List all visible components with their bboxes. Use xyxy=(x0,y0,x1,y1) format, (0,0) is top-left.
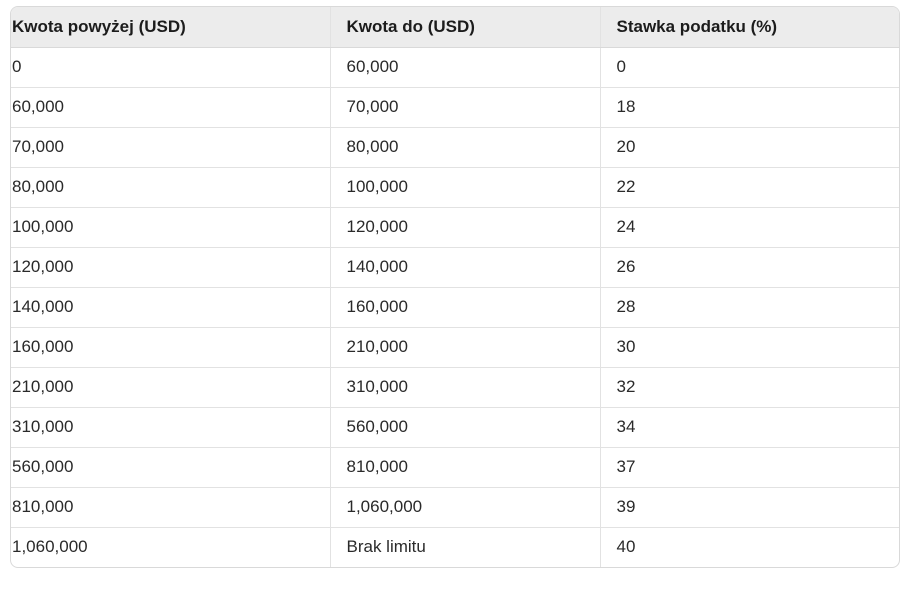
cell-amount-from: 140,000 xyxy=(11,286,330,327)
header-row: Kwota powyżej (USD) Kwota do (USD) Stawk… xyxy=(11,7,899,48)
cell-amount-from: 310,000 xyxy=(11,406,330,447)
cell-amount-from: 210,000 xyxy=(11,366,330,407)
cell-amount-to: 160,000 xyxy=(329,286,600,327)
cell-tax-rate: 37 xyxy=(599,446,899,487)
table-row: 0 60,000 0 xyxy=(11,47,899,87)
cell-tax-rate: 18 xyxy=(599,86,899,127)
cell-amount-from: 560,000 xyxy=(11,446,330,487)
cell-amount-to: 1,060,000 xyxy=(329,486,600,527)
cell-amount-from: 810,000 xyxy=(11,486,330,527)
cell-amount-to: 70,000 xyxy=(329,86,600,127)
table-row: 70,000 80,000 20 xyxy=(11,126,899,167)
cell-tax-rate: 28 xyxy=(599,286,899,327)
cell-amount-to: 310,000 xyxy=(329,366,600,407)
cell-amount-from: 80,000 xyxy=(11,166,330,207)
cell-amount-to: 100,000 xyxy=(329,166,600,207)
table-body: 0 60,000 0 60,000 70,000 18 70,000 80,00… xyxy=(11,47,899,567)
cell-amount-to: Brak limitu xyxy=(329,526,600,567)
cell-tax-rate: 34 xyxy=(599,406,899,447)
table-row: 210,000 310,000 32 xyxy=(11,366,899,407)
tax-bracket-table: Kwota powyżej (USD) Kwota do (USD) Stawk… xyxy=(11,7,899,567)
cell-tax-rate: 40 xyxy=(599,526,899,567)
table-header: Kwota powyżej (USD) Kwota do (USD) Stawk… xyxy=(11,7,899,48)
column-header-amount-to: Kwota do (USD) xyxy=(329,7,600,48)
table-row: 120,000 140,000 26 xyxy=(11,246,899,287)
cell-amount-to: 120,000 xyxy=(329,206,600,247)
cell-amount-to: 60,000 xyxy=(329,47,600,87)
cell-amount-to: 560,000 xyxy=(329,406,600,447)
cell-tax-rate: 0 xyxy=(599,47,899,87)
cell-tax-rate: 20 xyxy=(599,126,899,167)
cell-amount-to: 810,000 xyxy=(329,446,600,487)
table-row: 310,000 560,000 34 xyxy=(11,406,899,447)
cell-amount-to: 210,000 xyxy=(329,326,600,367)
cell-amount-from: 160,000 xyxy=(11,326,330,367)
cell-tax-rate: 32 xyxy=(599,366,899,407)
table-row: 60,000 70,000 18 xyxy=(11,86,899,127)
column-header-amount-from: Kwota powyżej (USD) xyxy=(11,7,330,48)
cell-tax-rate: 39 xyxy=(599,486,899,527)
table-row: 100,000 120,000 24 xyxy=(11,206,899,247)
cell-amount-from: 0 xyxy=(12,57,22,76)
cell-amount-from: 120,000 xyxy=(11,246,330,287)
cell-amount-from: 70,000 xyxy=(11,126,330,167)
table-row: 80,000 100,000 22 xyxy=(11,166,899,207)
tax-bracket-table-container: Kwota powyżej (USD) Kwota do (USD) Stawk… xyxy=(10,6,900,568)
cell-amount-to: 140,000 xyxy=(329,246,600,287)
table-row: 140,000 160,000 28 xyxy=(11,286,899,327)
cell-amount-from: 1,060,000 xyxy=(11,526,330,567)
cell-tax-rate: 26 xyxy=(599,246,899,287)
cell-tax-rate: 22 xyxy=(599,166,899,207)
table-row: 560,000 810,000 37 xyxy=(11,446,899,487)
cell-tax-rate: 30 xyxy=(599,326,899,367)
cell-amount-to: 80,000 xyxy=(329,126,600,167)
cell-amount-from: 60,000 xyxy=(11,86,330,127)
table-row: 810,000 1,060,000 39 xyxy=(11,486,899,527)
cell-tax-rate: 24 xyxy=(599,206,899,247)
cell-amount-from: 100,000 xyxy=(11,206,330,247)
table-row: 160,000 210,000 30 xyxy=(11,326,899,367)
column-header-tax-rate: Stawka podatku (%) xyxy=(599,7,899,48)
table-row: 1,060,000 Brak limitu 40 xyxy=(11,526,899,567)
